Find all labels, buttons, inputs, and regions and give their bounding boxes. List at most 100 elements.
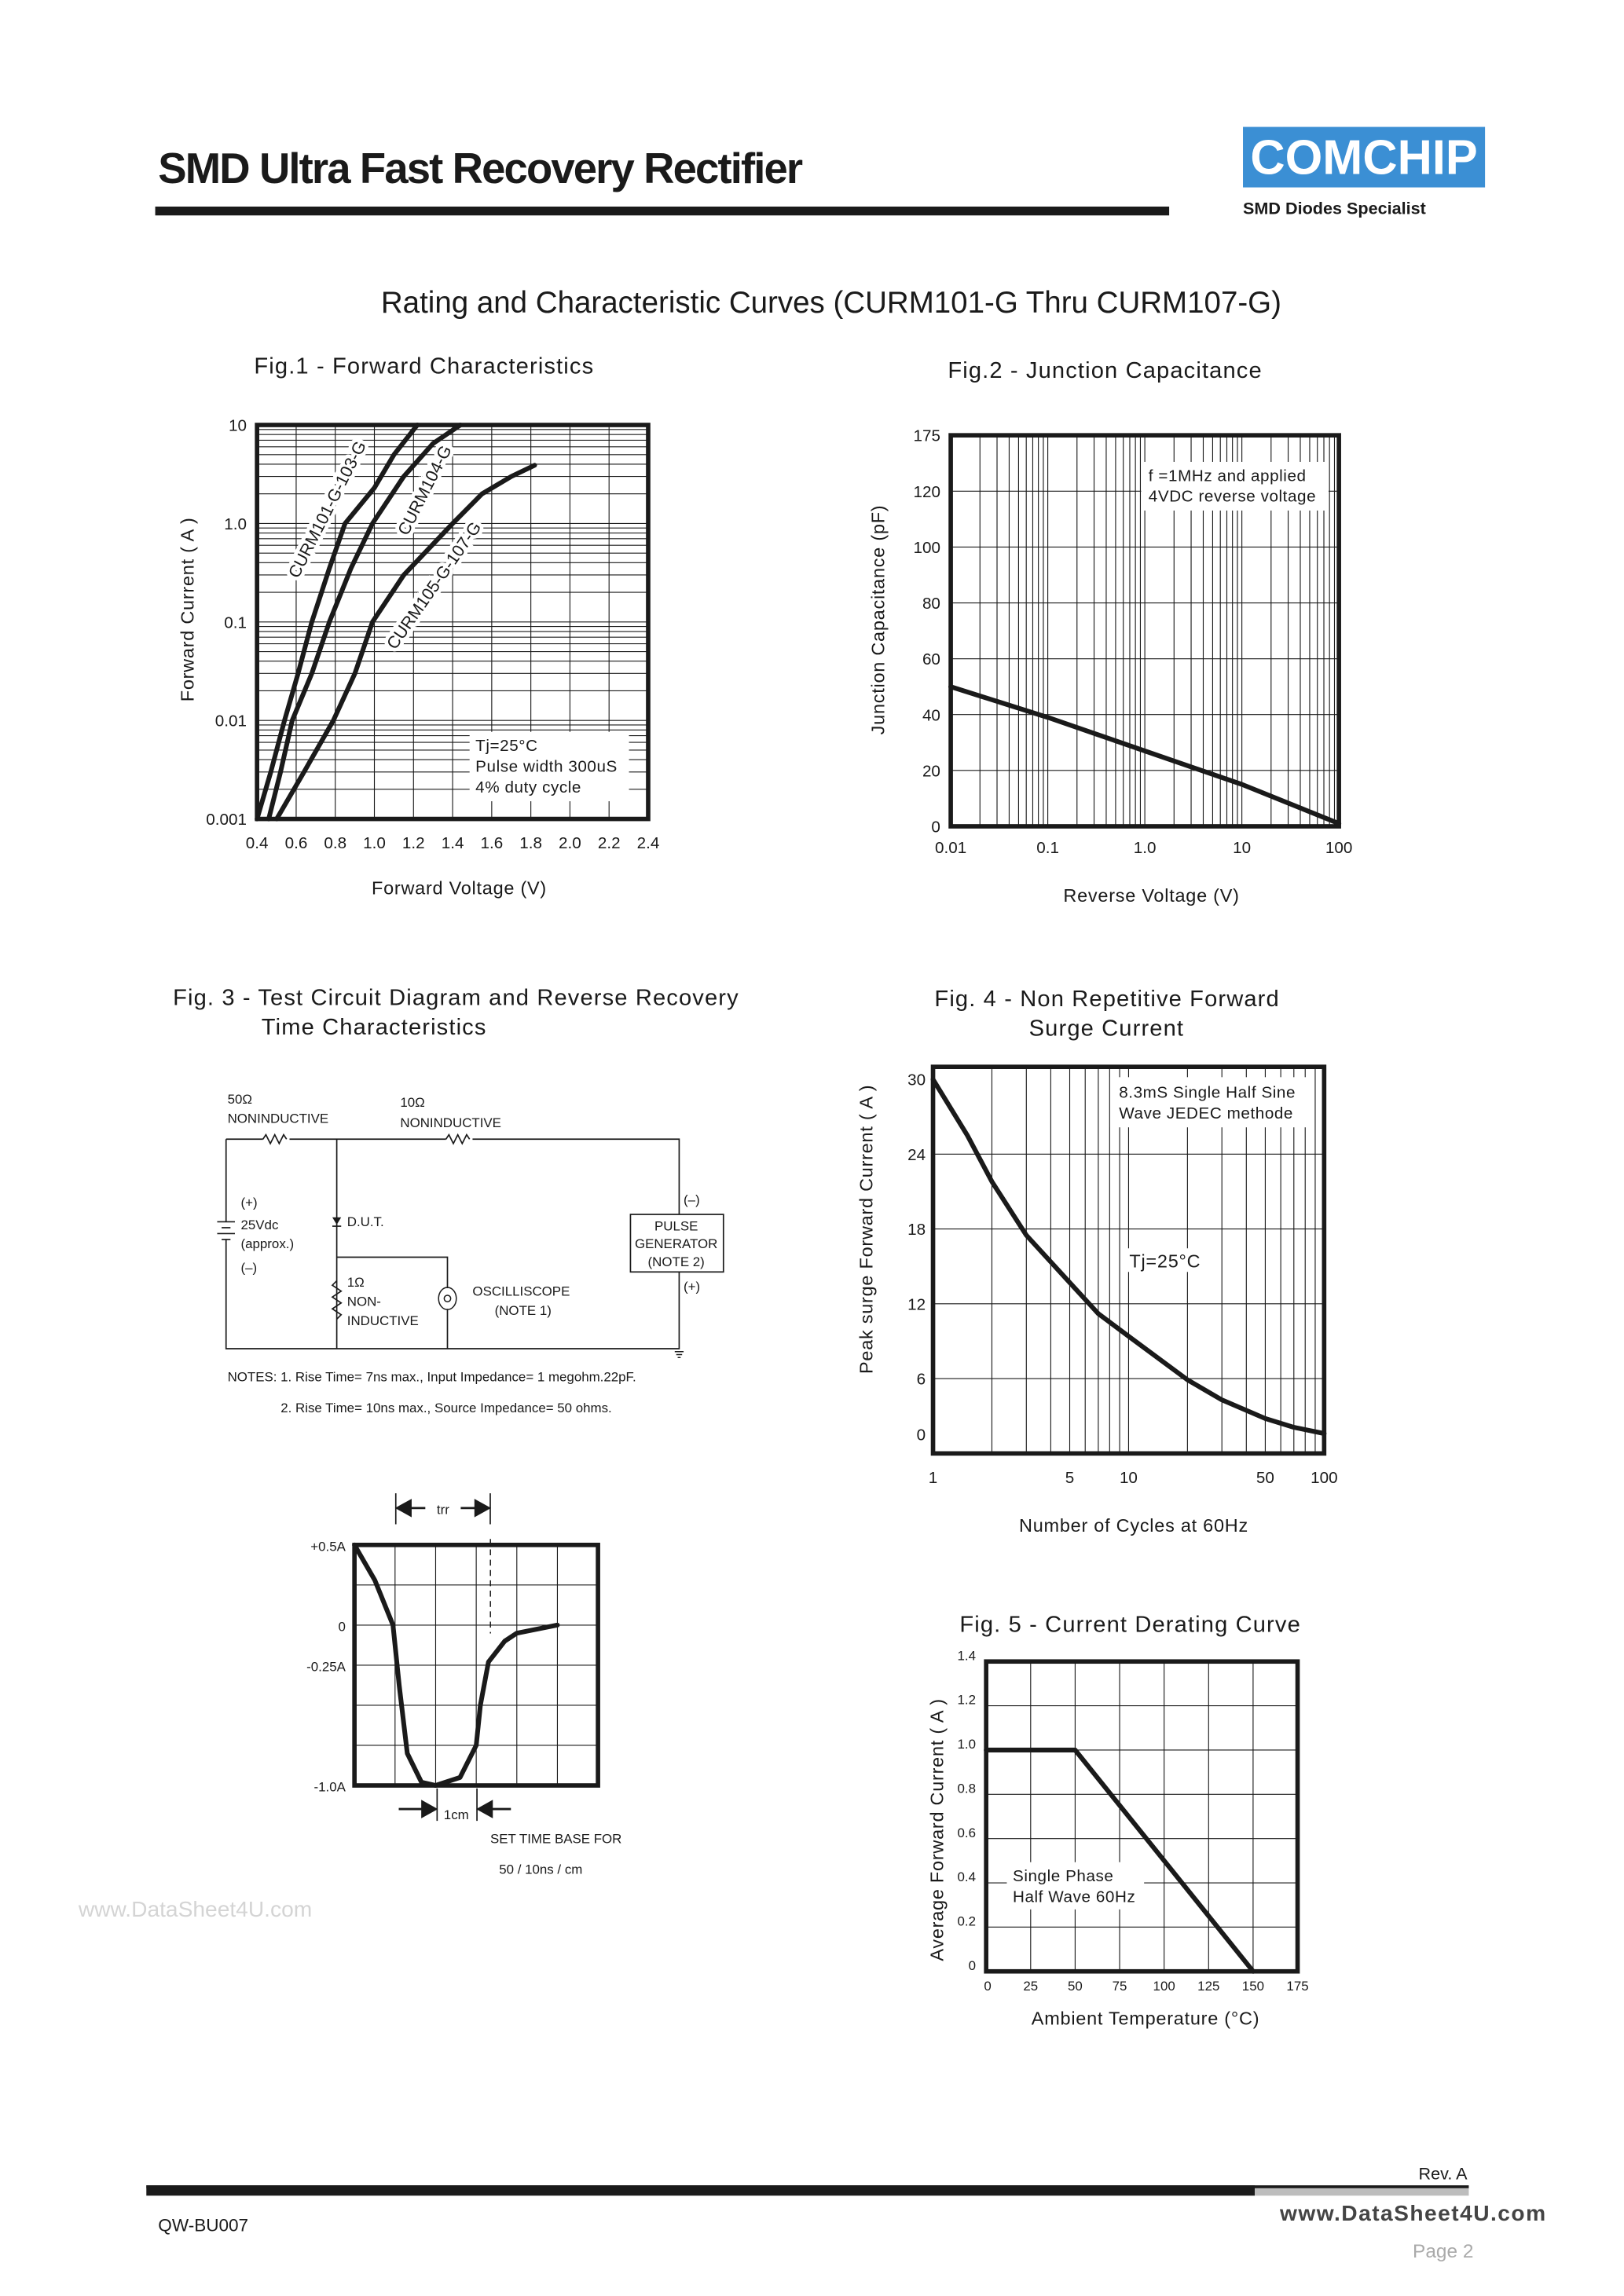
fig5-current-derating-chart: Fig. 5 - Current Derating Curve Average … (927, 1613, 1309, 2029)
revision: Rev. A (1419, 2164, 1468, 2184)
fig1-plot-frame (255, 423, 651, 822)
arrow-right-icon (398, 1800, 438, 1818)
diode-icon (332, 1217, 342, 1227)
circuit-note-2: 2. Rise Time= 10ns max., Source Impedanc… (280, 1401, 612, 1415)
label-background (1141, 461, 1329, 511)
r1-type2: INDUCTIVE (347, 1313, 419, 1328)
fig5-y-tick: 0.4 (958, 1869, 976, 1884)
resistor-1-ohm-icon (331, 1280, 343, 1320)
fig4-y-tick: 12 (907, 1295, 926, 1313)
generator-line3: (NOTE 2) (648, 1254, 705, 1269)
fig4-y-tick: 30 (907, 1071, 926, 1089)
generator-minus: (–) (684, 1192, 700, 1207)
fig2-y-tick: 40 (922, 706, 940, 724)
fig1-title: Fig.1 - Forward Characteristics (254, 353, 594, 379)
scope-note: (NOTE 1) (495, 1303, 552, 1318)
fig1-x-tick: 1.8 (519, 834, 542, 852)
generator-line1: PULSE (654, 1219, 698, 1234)
r1-value: 1Ω (347, 1275, 365, 1290)
fig4-title-line1: Fig. 4 - Non Repetitive Forward (934, 987, 1279, 1012)
fig2-junction-capacitance-chart: Fig.2 - Junction Capacitance Junction Ca… (868, 358, 1353, 906)
fig4-y-tick: 24 (907, 1146, 926, 1164)
fig2-x-tick: 1.0 (1134, 839, 1157, 857)
logo-box (1243, 126, 1486, 188)
fig2-annotation: 4VDC reverse voltage (1149, 488, 1316, 506)
fig4-x-tick: 100 (1311, 1469, 1337, 1487)
fig5-x-tick: 100 (1153, 1979, 1175, 1994)
footer-rule-light (1255, 2188, 1469, 2196)
fig1-annotation: Pulse width 300uS (475, 757, 618, 775)
resistor-10-ohm-icon (445, 1133, 471, 1145)
timebase-line1: SET TIME BASE FOR (490, 1831, 621, 1846)
fig5-y-tick: 0.2 (958, 1913, 976, 1928)
fig4-y-tick: 6 (917, 1371, 926, 1389)
fig1-y-label: Forward Current ( A ) (177, 517, 197, 701)
fig1-x-tick: 2.4 (637, 834, 660, 852)
fig1-y-tick: 0.1 (224, 613, 247, 632)
fig5-x-tick: 25 (1023, 1979, 1038, 1994)
fig2-x-tick: 100 (1325, 839, 1352, 857)
fig1-y-tick: 0.01 (215, 712, 247, 731)
fig5-y-tick: 1.2 (958, 1693, 976, 1708)
trr-label: trr (437, 1502, 449, 1517)
fig2-y-tick: 0 (931, 818, 940, 836)
resistor-50-ohm-icon (262, 1133, 288, 1145)
fig1-x-tick: 1.2 (402, 834, 425, 852)
scale-label: 1cm (444, 1807, 469, 1822)
r10-type: NONINDUCTIVE (400, 1115, 501, 1130)
label-background (469, 731, 629, 802)
page-heading: Rating and Characteristic Curves (CURM10… (381, 286, 1281, 320)
fig1-x-tick: 2.2 (598, 834, 621, 852)
fig2-y-tick: 80 (922, 595, 940, 613)
document-code: QW-BU007 (158, 2215, 248, 2235)
ground-icon (674, 1350, 684, 1359)
fig2-y-label: Junction Capacitance (pF) (868, 505, 889, 735)
fig1-x-tick: 2.0 (559, 834, 581, 852)
fig3-reverse-recovery-waveform: trr 1cm SET TIME BASE FOR 50 / 10ns / cm… (306, 1493, 621, 1877)
battery-icon (217, 1221, 235, 1240)
fig5-series-1 (984, 1747, 1256, 1974)
fig3-title-line2: Time Characteristics (262, 1015, 487, 1040)
fig5-y-tick: 1.4 (958, 1648, 976, 1663)
fig2-annotation: f =1MHz and applied (1149, 467, 1307, 485)
label-background (1006, 1862, 1145, 1910)
fig1-x-tick: 1.0 (363, 834, 386, 852)
circuit-note-1: NOTES: 1. Rise Time= 7ns max., Input Imp… (228, 1369, 636, 1384)
fig4-y-label: Peak surge Forward Current ( A ) (856, 1085, 877, 1374)
label-background (1109, 1077, 1314, 1128)
page-number: Page 2 (1413, 2241, 1473, 2262)
fig2-plot-frame (948, 433, 1341, 829)
fig1-forward-characteristics-chart: Fig.1 - Forward Characteristics Forward … (177, 353, 659, 898)
fig1-series-1 (255, 423, 420, 822)
fig4-annotation: Tj=25°C (1129, 1251, 1201, 1272)
tagline: SMD Diodes Specialist (1243, 198, 1426, 218)
scope-label: OSCILLISCOPE (472, 1283, 570, 1298)
r50-type: NONINDUCTIVE (228, 1111, 329, 1126)
footer-site: www.DataSheet4U.com (1279, 2200, 1545, 2225)
fig3-y-tick: 0 (338, 1619, 345, 1634)
fig5-annotation: Half Wave 60Hz (1013, 1888, 1135, 1906)
fig5-x-tick: 50 (1068, 1979, 1083, 1994)
fig5-x-label: Ambient Temperature (°C) (1032, 2008, 1259, 2028)
dut-label: D.U.T. (347, 1214, 384, 1229)
fig5-x-tick: 125 (1197, 1979, 1219, 1994)
fig2-x-label: Reverse Voltage (V) (1063, 885, 1239, 906)
fig1-series-3 (274, 463, 537, 822)
fig1-y-tick: 10 (229, 417, 247, 435)
test-circuit-diagram: 50Ω NONINDUCTIVE 10Ω NONINDUCTIVE (+) 25… (217, 1092, 724, 1415)
fig2-x-tick: 10 (1233, 839, 1251, 857)
fig4-surge-current-chart: Fig. 4 - Non Repetitive Forward Surge Cu… (856, 987, 1338, 1536)
arrow-left-icon (394, 1499, 426, 1518)
fig1-x-tick: 0.6 (285, 834, 308, 852)
circuit-wires (225, 1138, 680, 1349)
fig1-x-tick: 1.4 (442, 834, 464, 852)
fig1-annotation: 4% duty cycle (475, 778, 581, 796)
fig5-x-tick: 75 (1113, 1979, 1127, 1994)
fig4-x-label: Number of Cycles at 60Hz (1019, 1515, 1248, 1536)
fig2-title: Fig.2 - Junction Capacitance (948, 358, 1262, 383)
generator-plus: (+) (684, 1280, 700, 1294)
r10-value: 10Ω (400, 1095, 424, 1110)
pulse-generator-box (629, 1214, 724, 1273)
fig4-x-tick: 5 (1065, 1469, 1074, 1487)
